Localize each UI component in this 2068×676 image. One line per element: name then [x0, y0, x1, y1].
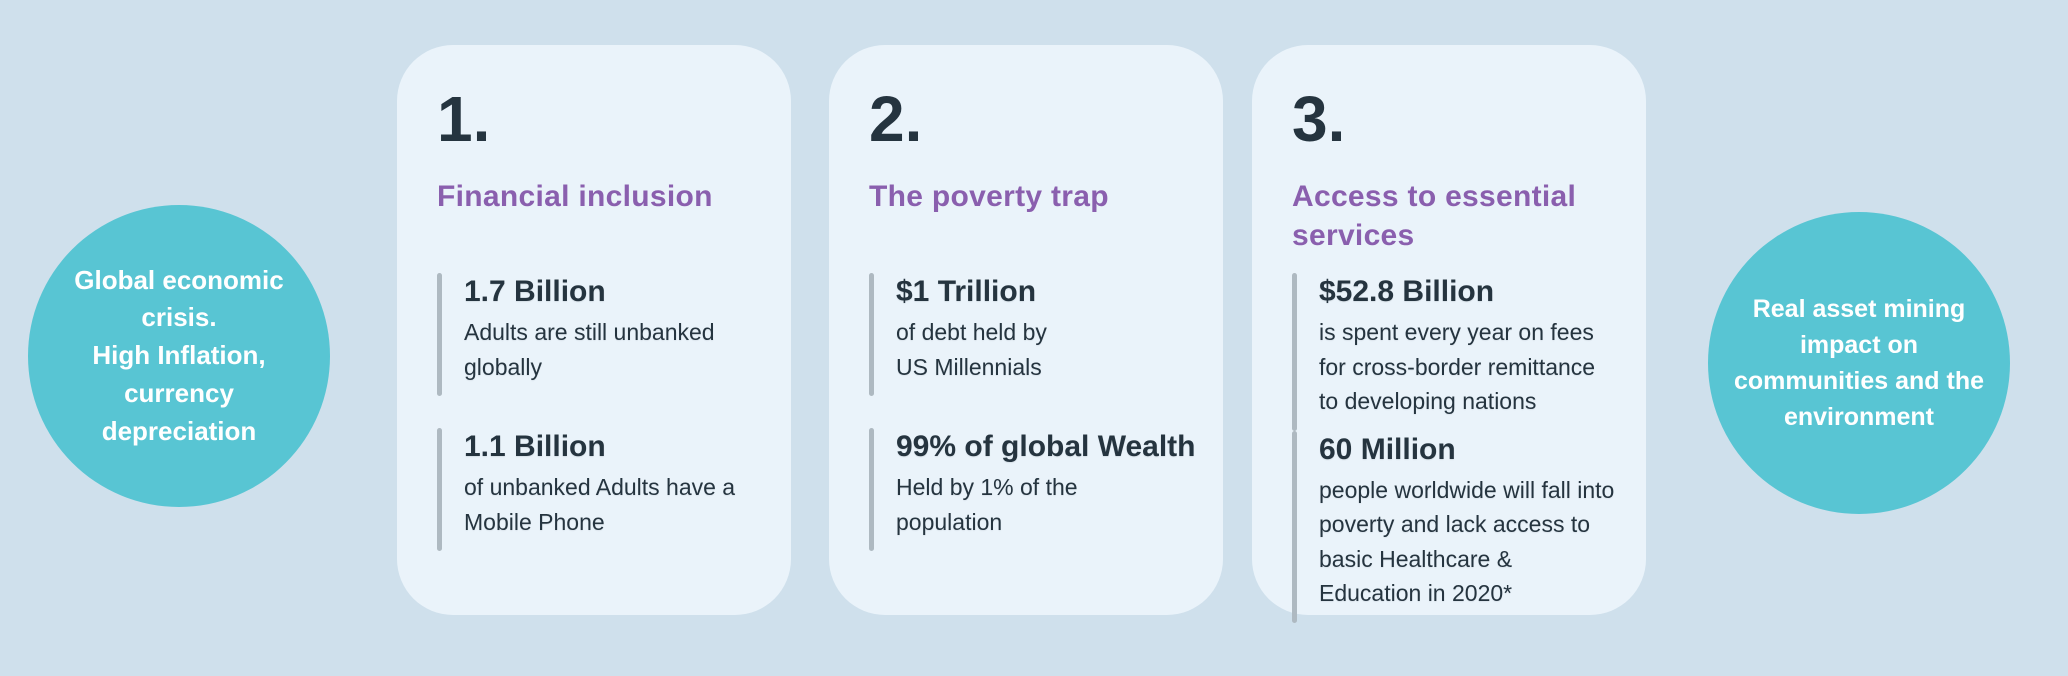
- card-title: Financial inclusion: [437, 180, 713, 213]
- stat-value: $1 Trillion: [896, 275, 1037, 308]
- stat-divider-bar: [1292, 430, 1297, 623]
- card-poverty-trap: 2. The poverty trap $1 Trillion of debt …: [829, 45, 1223, 615]
- card-access-essential-services: 3. Access to essential services $52.8 Bi…: [1252, 45, 1646, 623]
- card-title: Access to essential services: [1292, 180, 1577, 252]
- stat-block: $1 Trillion of debt held by US Millennia…: [869, 273, 1193, 428]
- card-financial-inclusion: 1. Financial inclusion 1.7 Billion Adult…: [397, 45, 791, 615]
- stat-block: 60 Million people worldwide will fall in…: [1292, 430, 1616, 623]
- stat-block: $52.8 Billion is spent every year on fee…: [1292, 273, 1616, 431]
- stat-divider-bar: [437, 428, 442, 551]
- stat-value: $52.8 Billion: [1319, 275, 1495, 308]
- stat-value: 1.7 Billion: [464, 275, 606, 308]
- left-circle: Global economic crisis. High Inflation, …: [28, 205, 330, 507]
- stat-desc: of unbanked Adults have a Mobile Phone: [464, 474, 736, 535]
- stat-block: 1.1 Billion of unbanked Adults have a Mo…: [437, 428, 761, 583]
- stat-desc: of debt held by US Millennials: [896, 319, 1047, 380]
- stat-divider-bar: [869, 273, 874, 396]
- left-circle-text: Global economic crisis. High Inflation, …: [74, 264, 284, 446]
- stat-desc: Adults are still unbanked globally: [464, 319, 715, 380]
- card-title: The poverty trap: [869, 180, 1109, 213]
- right-circle-text: Real asset mining impact on communities …: [1733, 294, 1985, 432]
- stat-desc: people worldwide will fall into poverty …: [1319, 476, 1615, 607]
- stat-divider-bar: [1292, 273, 1297, 431]
- stat-value: 60 Million: [1319, 432, 1456, 466]
- stat-divider-bar: [437, 273, 442, 396]
- stat-desc: is spent every year on fees for cross-bo…: [1319, 319, 1596, 414]
- card-number: 2.: [869, 83, 923, 155]
- card-number: 1.: [437, 83, 491, 155]
- stat-block: 99% of global Wealth Held by 1% of the p…: [869, 428, 1196, 583]
- card-number: 3.: [1292, 83, 1346, 155]
- stat-desc: Held by 1% of the population: [896, 474, 1078, 535]
- right-circle: Real asset mining impact on communities …: [1708, 212, 2010, 514]
- stat-divider-bar: [869, 428, 874, 551]
- stat-value: 1.1 Billion: [464, 430, 606, 463]
- stat-value: 99% of global Wealth: [896, 430, 1196, 463]
- stat-block: 1.7 Billion Adults are still unbanked gl…: [437, 273, 761, 428]
